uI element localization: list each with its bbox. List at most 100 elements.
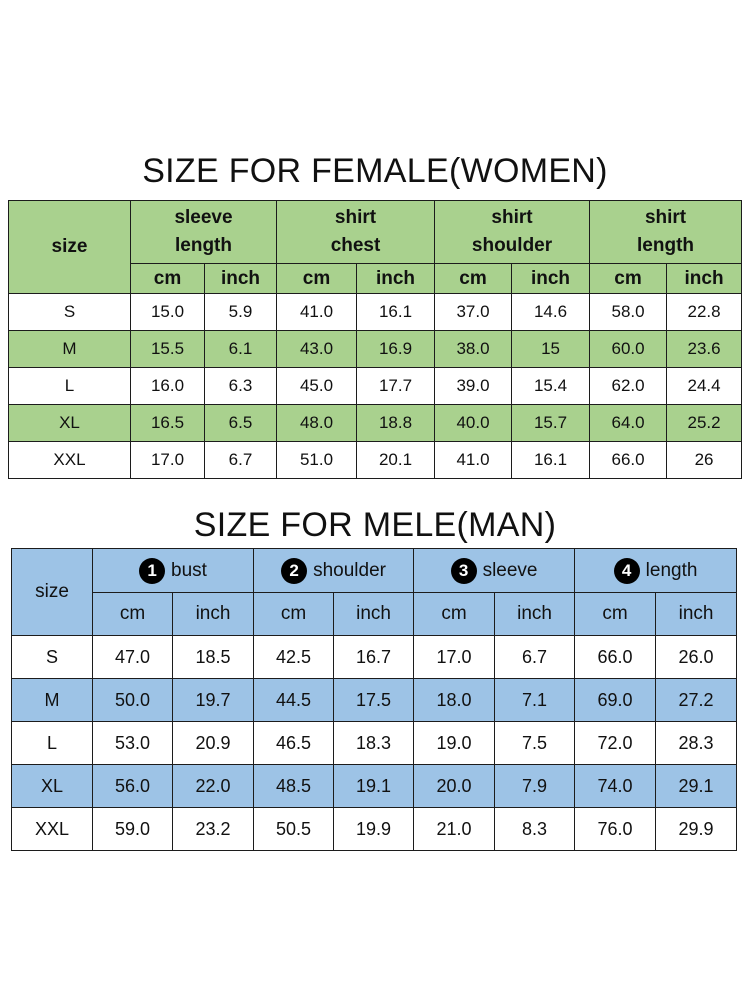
measurement-cell: 45.0 (276, 367, 357, 405)
measurement-cell: 27.2 (655, 678, 738, 722)
measurement-cell: 23.6 (666, 330, 743, 368)
measurement-cell: 20.0 (413, 764, 496, 808)
size-column-header: size (8, 200, 131, 294)
size-column-header: size (11, 548, 93, 636)
measurement-cell: 6.7 (204, 441, 277, 479)
measurement-cell: 37.0 (434, 293, 513, 331)
measurement-cell: 40.0 (434, 404, 513, 442)
sleeve-length-header: sleeve length (130, 200, 277, 264)
measurement-cell: 22.8 (666, 293, 743, 331)
measurement-cell: 5.9 (204, 293, 277, 331)
unit-header: inch (333, 592, 415, 636)
measurement-cell: 38.0 (434, 330, 513, 368)
table-row: S 47.0 18.5 42.5 16.7 17.0 6.7 66.0 26.0 (11, 635, 738, 679)
size-cell: XXL (8, 441, 131, 479)
measurement-cell: 18.8 (355, 404, 436, 442)
measurement-cell: 17.5 (333, 678, 415, 722)
measurement-cell: 17.7 (355, 367, 436, 405)
unit-header: inch (655, 592, 738, 636)
measurement-cell: 66.0 (574, 635, 657, 679)
shirt-chest-header: shirt chest (275, 200, 436, 264)
measurement-cell: 21.0 (413, 807, 496, 851)
measurement-cell: 59.0 (92, 807, 173, 851)
measurement-cell: 41.0 (276, 293, 357, 331)
size-cell: XL (8, 404, 131, 442)
measurement-cell: 42.5 (253, 635, 335, 679)
bust-header: 1 bust (91, 548, 255, 593)
number-one-icon: 1 (139, 557, 166, 584)
unit-header: inch (511, 263, 591, 294)
measurement-cell: 15.4 (511, 367, 591, 405)
table-row: S 15.0 5.9 41.0 16.1 37.0 14.6 58.0 22.8 (8, 293, 743, 331)
measurement-cell: 72.0 (574, 721, 657, 765)
measurement-cell: 76.0 (574, 807, 657, 851)
unit-header: inch (204, 263, 277, 294)
size-cell: M (11, 678, 93, 722)
table-row: XXL 17.0 6.7 51.0 20.1 41.0 16.1 66.0 26 (8, 441, 743, 479)
measurement-cell: 16.1 (355, 293, 436, 331)
size-cell: XXL (11, 807, 93, 851)
table-row: M 15.5 6.1 43.0 16.9 38.0 15 60.0 23.6 (8, 330, 743, 368)
size-cell: S (11, 635, 93, 679)
measurement-cell: 16.5 (130, 404, 205, 442)
measurement-cell: 69.0 (574, 678, 657, 722)
unit-header: cm (574, 592, 657, 636)
unit-header: inch (666, 263, 743, 294)
measurement-cell: 17.0 (130, 441, 205, 479)
measurement-cell: 29.1 (655, 764, 738, 808)
measurement-cell: 44.5 (253, 678, 335, 722)
unit-header: cm (589, 263, 668, 294)
unit-header: inch (494, 592, 576, 636)
measurement-cell: 22.0 (171, 764, 255, 808)
measurement-cell: 7.9 (494, 764, 576, 808)
table-row: M 50.0 19.7 44.5 17.5 18.0 7.1 69.0 27.2 (11, 678, 738, 722)
measurement-cell: 50.5 (253, 807, 335, 851)
male-size-table: size 1 bust 2 shoulder 3 sleeve 4 length cm … (11, 548, 738, 851)
measurement-cell: 6.7 (494, 635, 576, 679)
table-row: L 16.0 6.3 45.0 17.7 39.0 15.4 62.0 24.4 (8, 367, 743, 405)
shirt-shoulder-header: shirt shoulder (434, 200, 591, 264)
measurement-cell: 66.0 (589, 441, 668, 479)
measurement-cell: 15.0 (130, 293, 205, 331)
table-row: XXL 59.0 23.2 50.5 19.9 21.0 8.3 76.0 29.9 (11, 807, 738, 851)
table-row: XL 56.0 22.0 48.5 19.1 20.0 7.9 74.0 29.1 (11, 764, 738, 808)
unit-header: cm (253, 592, 335, 636)
measurement-cell: 20.1 (355, 441, 436, 479)
measurement-cell: 6.5 (204, 404, 277, 442)
measurement-cell: 50.0 (92, 678, 173, 722)
measurement-cell: 39.0 (434, 367, 513, 405)
table-row: XL 16.5 6.5 48.0 18.8 40.0 15.7 64.0 25.2 (8, 404, 743, 442)
measurement-cell: 15.7 (511, 404, 591, 442)
measurement-cell: 51.0 (276, 441, 357, 479)
measurement-cell: 15 (511, 330, 591, 368)
measurement-cell: 26.0 (655, 635, 738, 679)
female-size-table: size sleeve length shirt chest shirt should… (8, 200, 743, 479)
measurement-cell: 23.2 (171, 807, 255, 851)
unit-header: cm (130, 263, 205, 294)
unit-header: inch (171, 592, 255, 636)
number-two-icon: 2 (281, 557, 308, 584)
female-size-chart-title: SIZE FOR FEMALE(WOMEN) (142, 152, 608, 190)
measurement-cell: 19.7 (171, 678, 255, 722)
measurement-cell: 24.4 (666, 367, 743, 405)
unit-header: cm (92, 592, 173, 636)
measurement-cell: 29.9 (655, 807, 738, 851)
measurement-cell: 46.5 (253, 721, 335, 765)
measurement-cell: 60.0 (589, 330, 668, 368)
measurement-cell: 26 (666, 441, 743, 479)
length-header: 4 length (574, 548, 738, 593)
measurement-cell: 16.0 (130, 367, 205, 405)
sleeve-header: 3 sleeve (413, 548, 576, 593)
measurement-cell: 62.0 (589, 367, 668, 405)
measurement-cell: 48.0 (276, 404, 357, 442)
size-cell: S (8, 293, 131, 331)
measurement-cell: 7.5 (494, 721, 576, 765)
measurement-cell: 41.0 (434, 441, 513, 479)
measurement-cell: 19.0 (413, 721, 496, 765)
measurement-cell: 16.9 (355, 330, 436, 368)
measurement-cell: 28.3 (655, 721, 738, 765)
unit-header: cm (413, 592, 496, 636)
measurement-cell: 48.5 (253, 764, 335, 808)
number-four-icon: 4 (613, 557, 640, 584)
measurement-cell: 15.5 (130, 330, 205, 368)
